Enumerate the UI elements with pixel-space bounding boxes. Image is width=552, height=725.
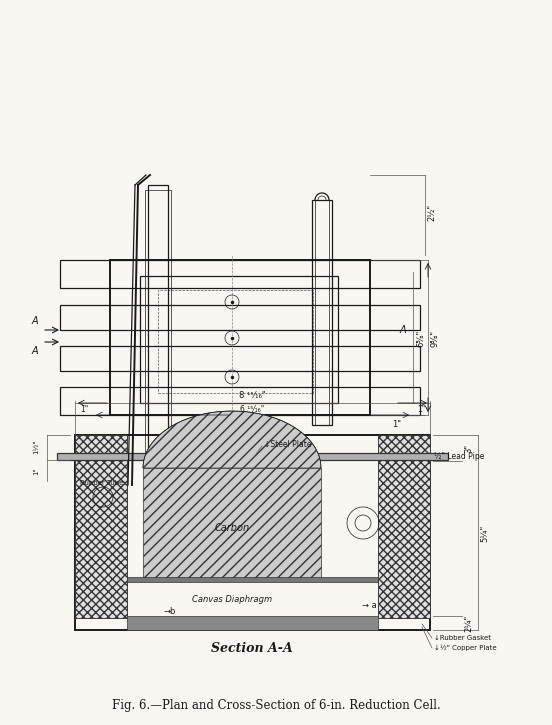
- Text: 2¼": 2¼": [464, 614, 473, 631]
- Bar: [158, 290, 313, 393]
- Bar: [60, 260, 420, 288]
- Text: Section A-A: Section A-A: [211, 642, 293, 655]
- Text: 8 ¹⁵⁄₁₆": 8 ¹⁵⁄₁₆": [238, 391, 266, 400]
- Bar: [110, 260, 370, 415]
- Bar: [60, 305, 420, 330]
- Text: Fig. 6.—Plan and Cross-Section of 6-in. Reduction Cell.: Fig. 6.—Plan and Cross-Section of 6-in. …: [112, 698, 440, 711]
- Text: A: A: [32, 346, 39, 356]
- Bar: [127, 577, 378, 582]
- Text: ↓Steel Plate: ↓Steel Plate: [264, 439, 311, 449]
- Bar: [127, 616, 378, 630]
- Bar: [145, 190, 171, 475]
- Text: 3": 3": [464, 444, 473, 452]
- Bar: [143, 468, 321, 578]
- Polygon shape: [143, 411, 321, 468]
- Bar: [140, 276, 338, 403]
- Text: 2½": 2½": [427, 204, 436, 220]
- Text: ↓½" Copper Plate: ↓½" Copper Plate: [434, 645, 497, 651]
- Bar: [312, 200, 332, 425]
- Text: 5¼": 5¼": [480, 524, 489, 542]
- Text: 6⅝": 6⅝": [416, 329, 425, 347]
- Bar: [148, 185, 168, 480]
- Text: ↓Rubber Gasket: ↓Rubber Gasket: [434, 635, 491, 641]
- Bar: [75, 435, 127, 618]
- Text: 1": 1": [417, 405, 425, 414]
- Text: ½" Lead Pipe: ½" Lead Pipe: [434, 452, 484, 460]
- Text: Canvas Diaphragm: Canvas Diaphragm: [192, 595, 272, 605]
- Text: →b: →b: [163, 607, 176, 616]
- Text: A: A: [400, 325, 407, 335]
- Text: A: A: [32, 316, 39, 326]
- Bar: [75, 435, 127, 618]
- Text: 1": 1": [392, 420, 401, 429]
- Text: 6 ¹⁵⁄₁₆": 6 ¹⁵⁄₁₆": [240, 405, 264, 414]
- Bar: [60, 346, 420, 371]
- Bar: [378, 435, 430, 618]
- Text: 1": 1": [80, 405, 88, 414]
- Text: 9⅝": 9⅝": [431, 329, 440, 347]
- Text: → a: → a: [362, 601, 377, 610]
- Bar: [60, 387, 420, 415]
- Bar: [75, 435, 430, 630]
- Text: 1": 1": [33, 467, 39, 475]
- Text: Rubber Tube: Rubber Tube: [80, 480, 124, 486]
- Bar: [315, 200, 329, 425]
- Bar: [378, 435, 430, 618]
- Bar: [57, 453, 448, 460]
- Text: 1½": 1½": [33, 440, 39, 455]
- Text: Carbon: Carbon: [214, 523, 250, 533]
